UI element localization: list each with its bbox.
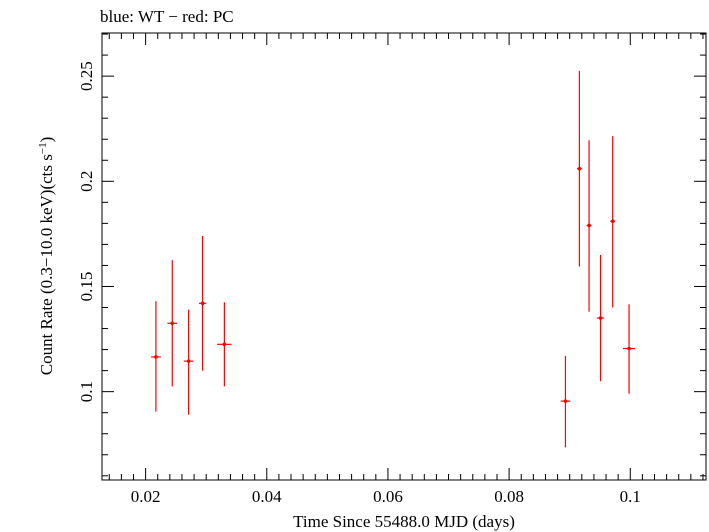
data-point <box>576 70 582 267</box>
chart-title: blue: WT − red: PC <box>100 7 234 26</box>
point-marker <box>577 166 582 171</box>
plot-frame <box>101 32 707 481</box>
x-tick-label: 0.06 <box>373 487 403 506</box>
y-axis-title: Count Rate (0.3−10.0 keV)(cts s−1) <box>37 137 56 376</box>
x-tick-label: 0.02 <box>131 487 161 506</box>
x-tick-label: 0.1 <box>620 487 641 506</box>
y-tick-label: 0.2 <box>77 171 96 192</box>
axis-ticks <box>102 33 706 480</box>
x-axis-title: Time Since 55488.0 MJD (days) <box>293 512 515 531</box>
point-marker <box>222 342 227 347</box>
point-marker <box>186 359 191 363</box>
data-point <box>586 140 592 312</box>
x-tick-label: 0.08 <box>494 487 524 506</box>
data-point <box>610 136 616 308</box>
x-tick-label: 0.04 <box>252 487 282 506</box>
data-series-pc <box>151 70 636 448</box>
point-marker <box>598 316 603 320</box>
y-axis-title-close: ) <box>37 137 56 143</box>
data-point <box>217 302 232 387</box>
data-point <box>560 355 571 448</box>
data-point <box>596 254 605 382</box>
data-point <box>198 235 207 371</box>
y-tick-labels: 0.1 0.15 0.2 0.25 <box>77 61 96 402</box>
data-point <box>623 304 636 394</box>
point-marker <box>200 301 205 306</box>
x-tick-labels: 0.02 0.04 0.06 0.08 0.1 <box>131 487 641 506</box>
y-tick-label: 0.25 <box>77 61 96 91</box>
y-axis-title-exponent: −1 <box>37 142 49 154</box>
point-marker <box>610 219 615 224</box>
data-point <box>183 309 194 415</box>
point-marker <box>563 399 568 403</box>
y-tick-label: 0.15 <box>77 272 96 302</box>
data-point <box>167 260 178 387</box>
y-axis-title-main: Count Rate (0.3−10.0 keV)(cts s <box>37 154 56 375</box>
point-marker <box>170 321 175 326</box>
point-marker <box>587 223 591 228</box>
point-marker <box>627 346 631 351</box>
y-tick-label: 0.1 <box>77 381 96 402</box>
data-point <box>151 301 161 412</box>
point-marker <box>154 355 158 359</box>
